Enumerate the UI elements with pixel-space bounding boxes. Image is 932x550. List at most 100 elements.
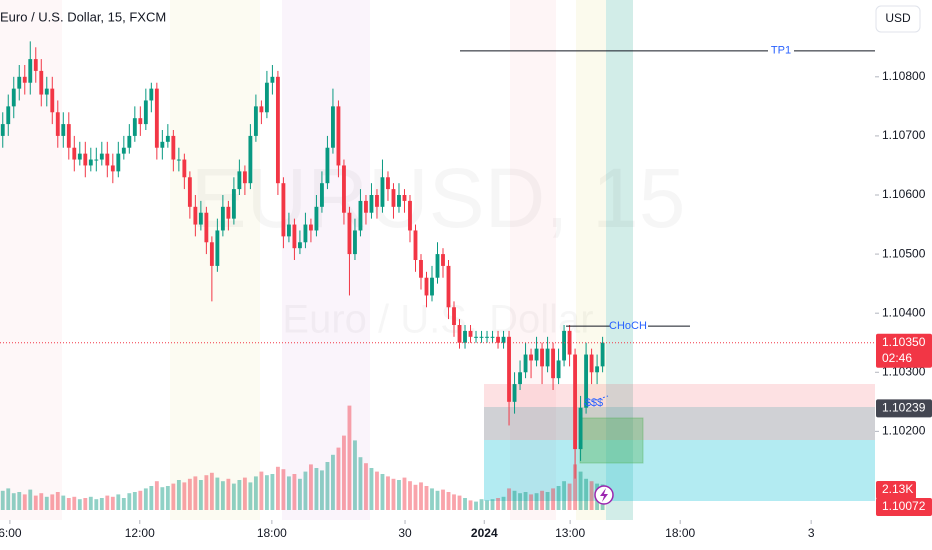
y-tick-label: 1.10400	[882, 305, 926, 319]
candle-body	[198, 212, 203, 225]
volume-bar	[540, 490, 544, 510]
candle-body	[430, 277, 434, 296]
y-tick-label: 1.10800	[882, 69, 926, 83]
candle-body	[66, 124, 71, 148]
volume-bar	[44, 496, 49, 510]
candle-body	[99, 153, 104, 160]
supply-zone	[484, 384, 875, 407]
candle-body	[204, 212, 209, 243]
candle-body	[171, 135, 176, 160]
watermark-sub: Euro / U.S. Dollar	[282, 298, 593, 342]
volume-bar	[226, 478, 231, 510]
candle-body	[441, 254, 445, 266]
candle-body	[231, 189, 236, 219]
volume-bar	[463, 498, 467, 510]
replay-icon[interactable]	[594, 485, 614, 505]
price-tag-sub: 02:46	[882, 351, 912, 365]
candle-body	[259, 106, 264, 113]
volume-bar	[369, 468, 374, 510]
candle-body	[55, 112, 60, 136]
volume-bar	[160, 487, 165, 510]
y-tick-label: 1.10200	[882, 424, 926, 438]
candle-body	[72, 147, 77, 160]
session-bands	[170, 0, 633, 520]
candle-body	[292, 224, 297, 249]
volume-bar	[193, 476, 198, 510]
candle-body	[314, 206, 319, 231]
target-zone	[484, 440, 875, 501]
candle-body	[353, 230, 357, 255]
candle-body	[50, 88, 55, 113]
candle-body	[523, 354, 528, 373]
volume-bar	[220, 481, 225, 510]
candle-body	[165, 135, 170, 142]
volume-bar	[452, 494, 456, 510]
candle-body	[253, 106, 258, 136]
volume-bar	[17, 492, 22, 510]
volume-bar	[386, 476, 390, 510]
candle-body	[303, 224, 308, 243]
candle-body	[237, 171, 242, 190]
volume-bar	[402, 477, 407, 510]
candle-layer	[0, 41, 605, 479]
candle-body	[540, 348, 544, 367]
volume-bar	[143, 488, 148, 510]
volume-bar	[116, 494, 121, 510]
candle-body	[545, 348, 550, 367]
candle-body	[11, 88, 16, 107]
candle-body	[534, 348, 539, 361]
chart-title: Euro / U.S. Dollar, 15, FXCM	[0, 9, 166, 24]
choch-label: CHoCH	[609, 320, 647, 332]
candle-body	[220, 206, 225, 231]
candle-body	[325, 147, 330, 184]
volume-bar	[105, 495, 110, 510]
volume-bar	[259, 471, 264, 510]
currency-button[interactable]	[875, 5, 921, 33]
x-tick-label: 18:00	[257, 526, 287, 540]
volume-bar	[209, 472, 214, 510]
candle-body	[347, 212, 352, 255]
volume-bar	[33, 495, 38, 510]
candle-body	[463, 330, 467, 343]
x-tick-label: 13:00	[555, 526, 585, 540]
volume-bar	[512, 490, 517, 510]
candle-body	[364, 200, 368, 213]
volume-bar	[441, 489, 445, 510]
volume-bar	[457, 495, 462, 510]
volume-bar	[127, 493, 132, 510]
candle-body	[386, 177, 390, 190]
volume-bar	[501, 496, 506, 510]
volume-bar	[182, 482, 187, 510]
liquidity-label: $$$	[585, 397, 603, 409]
candle-body	[320, 183, 324, 207]
volume-bar	[22, 494, 27, 510]
volume-bar	[198, 480, 203, 510]
volume-bar	[297, 478, 302, 510]
volume-bar	[375, 471, 379, 510]
candle-body	[61, 124, 66, 136]
currency[interactable]: USD	[885, 11, 911, 25]
candle-body	[512, 384, 517, 402]
volume-bar	[435, 490, 440, 510]
volume-bar	[490, 499, 495, 510]
volume-bar	[61, 495, 66, 510]
candle-body	[369, 195, 374, 213]
candle-body	[584, 354, 589, 408]
candle-body	[127, 135, 132, 148]
x-tick-label: 2024	[471, 526, 498, 540]
order-block	[579, 417, 644, 464]
x-tick-label: 3	[808, 526, 815, 540]
liquidity-line	[583, 395, 609, 405]
icon-bolt[interactable]	[600, 488, 608, 502]
volume-bar	[94, 499, 99, 510]
candle-body	[264, 82, 269, 113]
candle-body	[556, 360, 561, 379]
price-tag-label: 1.10350	[882, 335, 926, 349]
y-tick-label: 1.10500	[882, 246, 926, 260]
volume-bar	[149, 486, 154, 510]
volume-bar	[584, 478, 589, 510]
axes-layer: 1.10800 1.10700 1.10600 1.10500 1.10400 1.103…	[0, 69, 932, 540]
price-tag	[876, 498, 932, 516]
candle-body	[0, 124, 5, 136]
